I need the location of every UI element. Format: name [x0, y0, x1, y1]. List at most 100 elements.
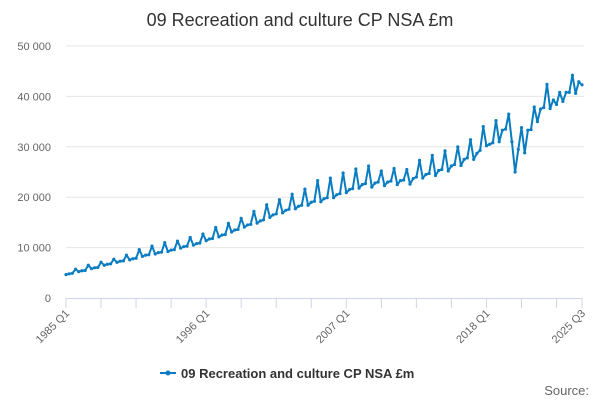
grid [66, 45, 584, 249]
data-point [86, 263, 90, 267]
data-point [408, 182, 412, 186]
data-point [510, 140, 514, 144]
data-point [83, 268, 87, 273]
data-point [271, 213, 275, 217]
data-point [437, 168, 441, 173]
data-point [519, 126, 524, 130]
data-point [108, 262, 113, 266]
data-point [265, 203, 269, 207]
data-point [150, 244, 154, 248]
data-point [452, 162, 457, 167]
data-point [503, 127, 508, 131]
legend[interactable]: 09 Recreation and culture CP NSA £m [160, 366, 414, 381]
chart-title: 09 Recreation and culture CP NSA £m [147, 10, 454, 30]
data-point [497, 140, 501, 144]
data-point [411, 176, 415, 181]
data-point [526, 128, 530, 132]
data-point [156, 251, 160, 255]
data-point [204, 239, 208, 243]
data-point [312, 199, 317, 203]
data-point [344, 191, 348, 195]
x-tick-label: 2007 Q1 [314, 308, 352, 346]
data-point [357, 186, 361, 190]
x-tick-label: 2018 Q1 [454, 308, 492, 346]
data-point [580, 83, 584, 87]
data-point [182, 244, 186, 249]
data-point [258, 219, 262, 223]
data-point [564, 90, 568, 94]
data-point [398, 178, 403, 183]
data-point [214, 225, 218, 230]
data-point [89, 267, 94, 271]
data-point [140, 254, 145, 259]
data-point [179, 246, 183, 250]
data-point [67, 272, 71, 276]
data-point [252, 209, 256, 213]
data-point [354, 167, 358, 171]
data-point [121, 259, 125, 263]
data-point [245, 223, 250, 227]
data-point [513, 170, 517, 174]
x-tick-label: 1985 Q1 [34, 308, 72, 346]
data-point [417, 158, 422, 163]
data-point [296, 204, 301, 208]
data-point [242, 225, 246, 229]
y-tick-label: 0 [45, 293, 51, 305]
data-point [379, 169, 383, 173]
data-point [459, 163, 463, 168]
data-point [172, 248, 176, 252]
data-point [392, 166, 396, 171]
data-point [284, 208, 288, 212]
data-point [96, 265, 100, 270]
data-point [456, 145, 460, 149]
data-point [198, 241, 202, 245]
data-point [328, 176, 332, 180]
data-point [274, 212, 278, 216]
data-point [300, 203, 304, 207]
data-point [542, 105, 546, 110]
data-point [185, 244, 189, 248]
legend-marker-icon [165, 370, 171, 376]
data-point [468, 138, 473, 142]
data-point [538, 107, 543, 111]
data-point [239, 216, 243, 220]
data-point [443, 149, 447, 153]
data-point [535, 120, 540, 124]
data-point [217, 235, 221, 239]
data-point [124, 253, 129, 257]
data-point [567, 90, 571, 94]
data-point [491, 141, 495, 145]
data-point [236, 227, 240, 232]
data-point [144, 253, 148, 257]
data-point [290, 192, 294, 196]
data-point [366, 164, 371, 168]
data-point [80, 269, 84, 273]
x-tick-label: 2025 Q3 [550, 308, 588, 346]
data-point [424, 172, 428, 177]
legend-label: 09 Recreation and culture CP NSA £m [181, 366, 414, 381]
x-tick-label: 1996 Q1 [174, 308, 212, 346]
data-point [341, 171, 345, 175]
data-point [226, 221, 231, 226]
data-point [523, 151, 527, 155]
y-tick-label: 20 000 [17, 192, 51, 204]
data-point [545, 82, 549, 86]
data-point [261, 218, 266, 222]
data-point [373, 181, 377, 185]
data-point [484, 144, 489, 148]
data-point [570, 73, 575, 77]
data-point [551, 98, 555, 102]
data-point [319, 200, 323, 204]
data-point [175, 239, 180, 243]
data-point [405, 167, 409, 172]
data-point [500, 128, 504, 132]
data-point [293, 207, 297, 211]
data-point [488, 142, 492, 146]
data-point [223, 232, 227, 237]
data-point [465, 156, 469, 160]
data-point [322, 197, 326, 201]
data-point [102, 263, 106, 267]
data-point [287, 207, 291, 211]
data-point [577, 80, 581, 84]
